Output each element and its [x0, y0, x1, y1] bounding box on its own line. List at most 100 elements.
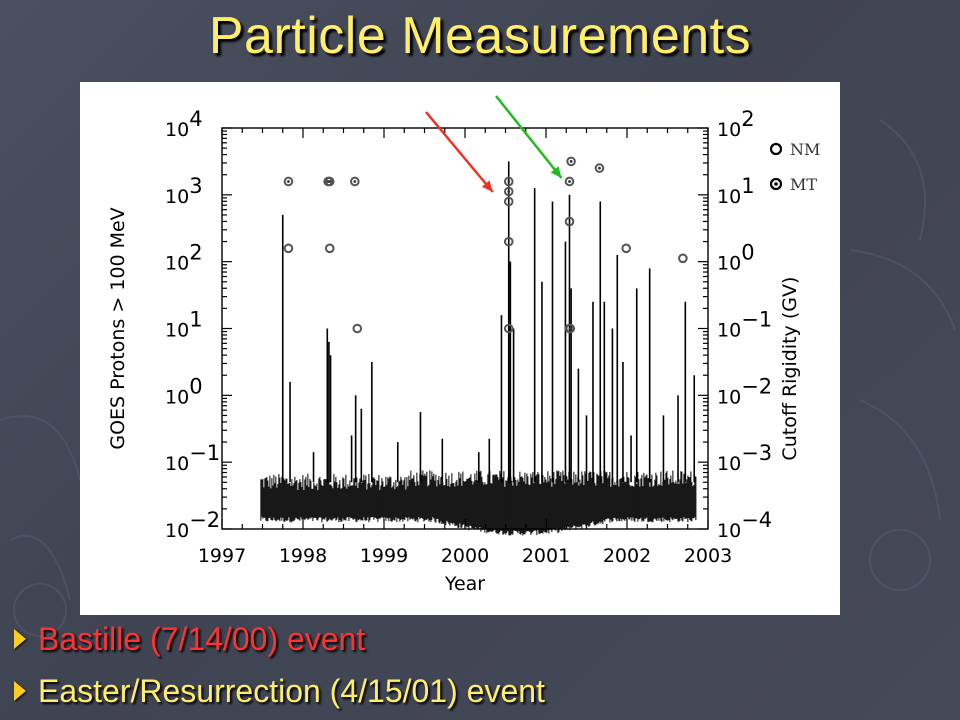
y-right-tick-label-text: 10−4 — [717, 508, 772, 542]
y-right-axis-label: Cutoff Rigidity (GV) — [779, 277, 801, 461]
proton-rigidity-chart: 1997 1998 1999 2000 2001 2002 200310−210−11001… — [107, 95, 820, 595]
y-right-tick-label: 10−4 — [717, 508, 772, 542]
y-right-tick-label: 10−3 — [717, 441, 772, 475]
y-left-tick-label-exponent: −2 — [189, 508, 220, 532]
y-left-tick-label-exponent: 4 — [189, 107, 202, 131]
y-right-tick-label-base: 10 — [717, 186, 741, 208]
nm-marker — [678, 253, 688, 264]
y-left-tick-label-base: 10 — [165, 320, 189, 342]
y-right-tick-label-base: 10 — [717, 320, 741, 342]
plot-frame — [221, 127, 709, 530]
y-left-tick-label-exponent: 3 — [189, 174, 202, 198]
nm-marker — [503, 236, 514, 247]
legend-label-nm: NM — [790, 140, 820, 159]
y-left-tick-label-exponent: 2 — [189, 241, 202, 265]
y-right-tick-label-exponent: −2 — [741, 374, 772, 398]
y-right-tick-label-text: 10−1 — [717, 308, 772, 342]
y-right-tick-label-text: 101 — [717, 174, 755, 208]
y-left-tick-label-exponent: −1 — [189, 441, 220, 465]
y-left-tick-label-exponent: 0 — [189, 374, 202, 398]
nm-marker — [564, 216, 575, 227]
bastille-arrow — [425, 111, 494, 193]
y-right-tick-label: 102 — [717, 107, 755, 141]
y-left-tick-label-text: 102 — [165, 241, 203, 275]
y-right-tick-label-exponent: −4 — [741, 508, 772, 532]
mt-marker — [503, 176, 514, 187]
y-left-tick-label-text: 10−1 — [165, 441, 220, 475]
y-left-tick-label-base: 10 — [165, 520, 189, 542]
nm-marker — [352, 323, 363, 334]
legend-marker-mt — [769, 177, 783, 191]
x-tick-label: 2000 — [441, 545, 489, 567]
mt-marker-dot — [569, 160, 573, 163]
mt-marker-dot — [568, 327, 572, 330]
mt-marker — [503, 186, 514, 197]
y-right-tick-label-base: 10 — [717, 453, 741, 475]
arrow-head — [550, 166, 562, 178]
y-left-tick-label-base: 10 — [165, 253, 189, 275]
y-right-tick-label-base: 10 — [717, 119, 741, 141]
x-tick-label: 1999 — [360, 545, 408, 567]
mt-marker — [564, 176, 575, 187]
chart-figure: 1997 1998 1999 2000 2001 2002 2003 10−2 10−1 100 1… — [80, 82, 840, 615]
y-left-tick-label: 104 — [165, 107, 203, 141]
y-right-tick-label-exponent: 1 — [741, 174, 754, 198]
y-left-tick-label: 102 — [165, 241, 203, 275]
y-left-axis-label: GOES Protons > 100 MeV — [107, 207, 129, 449]
bullet-arrow-icon — [14, 680, 26, 701]
mt-marker — [566, 156, 576, 167]
y-left-tick-label-exponent: 1 — [189, 308, 202, 332]
bullet-item-bastille: Bastille (7/14/00) event — [10, 615, 950, 667]
nm-marker — [283, 243, 294, 254]
flux-spikes — [281, 161, 696, 483]
flux-background-noise — [260, 470, 697, 536]
x-tick-label: 1998 — [279, 545, 327, 567]
bullet-item-easter: Easter/Resurrection (4/15/01) event — [10, 667, 950, 719]
arrow-shaft — [425, 111, 494, 193]
y-right-tick-label-base: 10 — [717, 253, 741, 275]
y-left-tick-label: 103 — [165, 174, 203, 208]
y-right-tick-label-text: 10−2 — [717, 374, 772, 408]
nm-marker — [503, 323, 514, 334]
x-tick-label: 2002 — [603, 545, 651, 567]
mt-marker — [594, 163, 605, 173]
y-right-tick-label-exponent: −3 — [741, 441, 772, 465]
nm-marker — [324, 243, 335, 254]
y-left-tick-label-text: 104 — [165, 107, 203, 141]
y-left-tick-label-text: 10−2 — [165, 508, 220, 542]
mt-marker-dot — [568, 180, 571, 183]
mt-marker-dot — [598, 166, 601, 170]
y-right-tick-label-exponent: −1 — [741, 308, 772, 332]
bullet-text-bastille: Bastille (7/14/00) event — [38, 621, 366, 657]
tick-marks — [221, 127, 709, 530]
y-left-tick-label-base: 10 — [165, 386, 189, 408]
y-right-tick-label-exponent: 2 — [741, 107, 754, 131]
legend-marker-nm — [769, 142, 783, 156]
y-left-tick-label-text: 100 — [165, 374, 203, 408]
bullet-text-easter: Easter/Resurrection (4/15/01) event — [38, 673, 545, 709]
y-left-tick-label-base: 10 — [165, 186, 189, 208]
y-right-tick-label: 10−1 — [717, 308, 772, 342]
y-left-tick-label: 100 — [165, 374, 203, 408]
bullet-list: Bastille (7/14/00) event Easter/Resurrec… — [10, 615, 950, 719]
y-right-tick-label: 10−2 — [717, 374, 772, 408]
easter-arrow — [495, 95, 563, 179]
y-right-tick-label-base: 10 — [717, 520, 741, 542]
y-left-tick-label: 101 — [165, 308, 203, 342]
y-left-tick-label-text: 103 — [165, 174, 203, 208]
mt-marker — [324, 176, 335, 187]
legend-marker-dot — [774, 182, 778, 186]
mt-marker-dot — [353, 180, 357, 183]
x-tick-label: 1997 — [198, 545, 246, 567]
y-right-tick-label-text: 100 — [717, 241, 755, 275]
slide-title: Particle Measurements — [208, 7, 752, 65]
y-right-tick-label-exponent: 0 — [741, 241, 754, 265]
y-left-tick-label-text: 101 — [165, 308, 203, 342]
y-left-tick-label-base: 10 — [165, 119, 189, 141]
legend-label-mt: MT — [790, 175, 817, 194]
x-axis-label: Year — [444, 573, 485, 595]
arrow-shaft — [495, 95, 563, 179]
y-right-tick-label-text: 102 — [717, 107, 755, 141]
mt-marker-dot — [507, 180, 511, 183]
mt-marker-dot — [328, 180, 332, 183]
